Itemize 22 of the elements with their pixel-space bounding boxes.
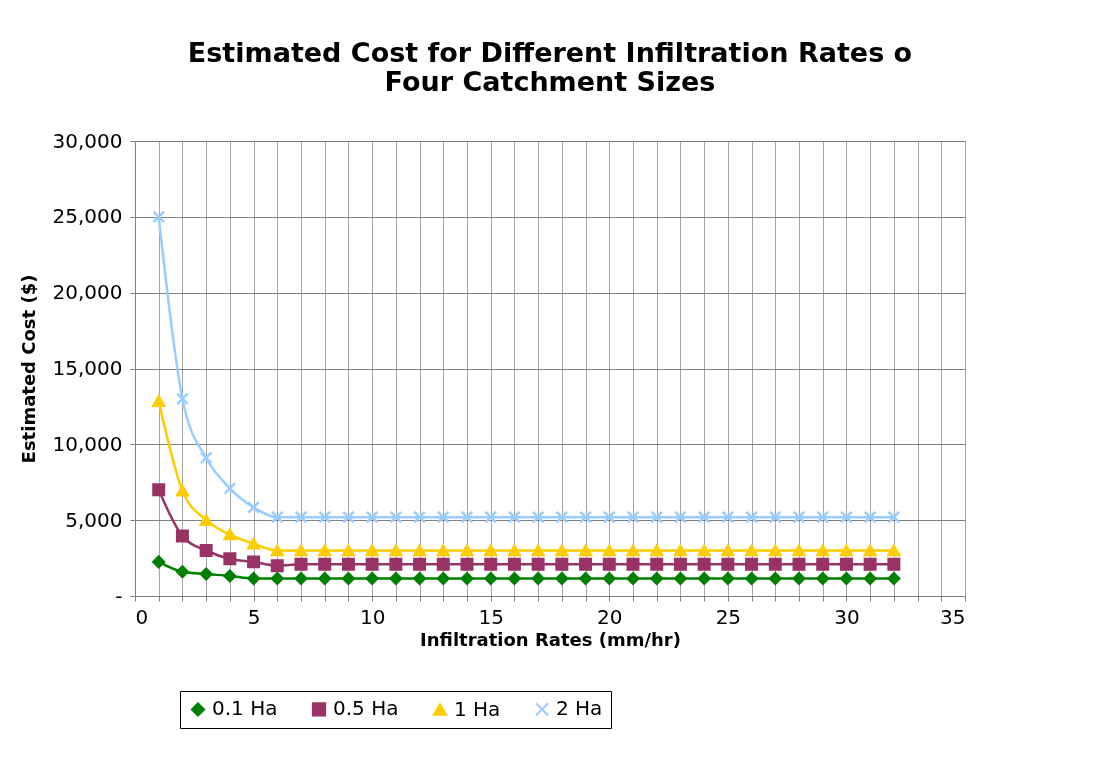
legend-label: 1 Ha bbox=[454, 696, 501, 721]
x-tick-label: 30 bbox=[834, 604, 860, 629]
x-tick-label: 25 bbox=[715, 604, 742, 629]
x-tick-label: 15 bbox=[478, 604, 504, 629]
y-tick-label: 30,000 bbox=[52, 128, 123, 153]
legend-label: 0.1 Ha bbox=[212, 696, 278, 721]
x-tick-label: 35 bbox=[940, 604, 966, 629]
x-tick-label: 20 bbox=[597, 604, 623, 629]
x-tick-label: 0 bbox=[135, 604, 149, 629]
x-tick-label: 5 bbox=[247, 604, 261, 629]
y-tick-label: 20,000 bbox=[52, 280, 123, 305]
y-tick-label: 5,000 bbox=[65, 507, 123, 532]
y-axis-title: Estimated Cost ($) bbox=[17, 274, 39, 464]
x-axis-title: Infiltration Rates (mm/hr) bbox=[420, 628, 681, 650]
y-tick-label: 25,000 bbox=[52, 204, 123, 229]
legend-label: 0.5 Ha bbox=[333, 696, 399, 721]
x-tick-label: 10 bbox=[359, 604, 386, 629]
y-tick-label: 15,000 bbox=[52, 356, 123, 380]
legend-label: 2 Ha bbox=[556, 696, 603, 721]
chart-title: Estimated Cost for Different Infiltration Rates o Four Catchment Sizes bbox=[187, 37, 913, 97]
y-tick-label: 10,000 bbox=[52, 431, 123, 456]
y-tick-label: - bbox=[115, 583, 123, 608]
